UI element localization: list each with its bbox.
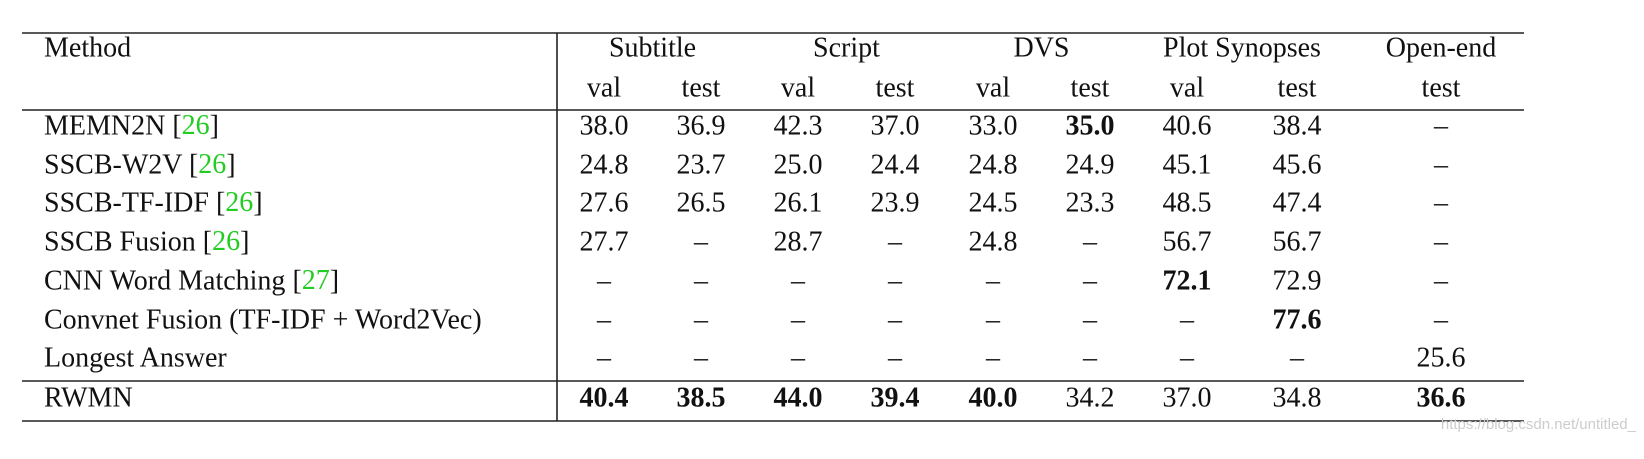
cell: – xyxy=(1082,342,1098,373)
cell: 38.0 xyxy=(580,110,629,141)
cell: – xyxy=(596,342,612,373)
method-name: SSCB Fusion [26] xyxy=(44,226,249,257)
cell: – xyxy=(693,342,709,373)
column-header: test xyxy=(1422,72,1461,103)
cell: – xyxy=(596,265,612,296)
cell: 72.9 xyxy=(1273,265,1322,296)
cell: 34.8 xyxy=(1273,382,1322,413)
cell: 42.3 xyxy=(774,110,823,141)
method-header: Method xyxy=(44,32,131,63)
cell: – xyxy=(1082,304,1098,335)
method-name: CNN Word Matching [27] xyxy=(44,265,339,296)
cell: 27.6 xyxy=(580,187,629,218)
cell: 36.6 xyxy=(1417,382,1466,413)
cell: 23.9 xyxy=(871,187,920,218)
cell: 23.7 xyxy=(677,149,726,180)
group-header: Script xyxy=(813,32,880,63)
cell: 24.9 xyxy=(1066,149,1115,180)
cell: 24.8 xyxy=(969,226,1018,257)
cell: 40.4 xyxy=(580,382,629,413)
cell: 38.5 xyxy=(677,382,726,413)
column-header: val xyxy=(781,72,815,103)
cell: 24.8 xyxy=(580,149,629,180)
cell: – xyxy=(1433,226,1449,257)
cell: – xyxy=(985,265,1001,296)
cell: – xyxy=(985,304,1001,335)
cell: 40.6 xyxy=(1163,110,1212,141)
cell: – xyxy=(693,304,709,335)
cell: 47.4 xyxy=(1273,187,1322,218)
cell: – xyxy=(1179,342,1195,373)
cell: – xyxy=(985,342,1001,373)
cell: – xyxy=(1179,304,1195,335)
cell: – xyxy=(1433,304,1449,335)
cell: – xyxy=(1289,342,1305,373)
group-header: DVS xyxy=(1013,32,1069,63)
cell: – xyxy=(887,342,903,373)
cell: 38.4 xyxy=(1273,110,1322,141)
cell: 45.6 xyxy=(1273,149,1322,180)
column-header: test xyxy=(682,72,721,103)
cell: 35.0 xyxy=(1066,110,1115,141)
cell: – xyxy=(596,304,612,335)
column-header: val xyxy=(976,72,1010,103)
cell: – xyxy=(1433,110,1449,141)
cell: 40.0 xyxy=(969,382,1018,413)
cell: 24.4 xyxy=(871,149,920,180)
column-header: test xyxy=(876,72,915,103)
column-header: test xyxy=(1071,72,1110,103)
cell: – xyxy=(790,304,806,335)
method-name: MEMN2N [26] xyxy=(44,110,219,141)
method-name: RWMN xyxy=(44,382,133,413)
cell: – xyxy=(887,226,903,257)
method-name: Longest Answer xyxy=(44,342,227,373)
cell: 45.1 xyxy=(1163,149,1212,180)
cell: 72.1 xyxy=(1163,265,1212,296)
cell: – xyxy=(693,265,709,296)
method-name: SSCB-TF-IDF [26] xyxy=(44,187,263,218)
cell: 37.0 xyxy=(871,110,920,141)
cell: – xyxy=(887,265,903,296)
cell: 48.5 xyxy=(1163,187,1212,218)
cell: 24.5 xyxy=(969,187,1018,218)
cell: 34.2 xyxy=(1066,382,1115,413)
cell: – xyxy=(1433,149,1449,180)
cell: 24.8 xyxy=(969,149,1018,180)
group-header: Open-end xyxy=(1386,32,1496,63)
method-name: SSCB-W2V [26] xyxy=(44,149,236,180)
cell: 33.0 xyxy=(969,110,1018,141)
method-name: Convnet Fusion (TF-IDF + Word2Vec) xyxy=(44,304,482,335)
column-header: val xyxy=(1170,72,1204,103)
cell: 56.7 xyxy=(1273,226,1322,257)
column-header: val xyxy=(587,72,621,103)
cell: 37.0 xyxy=(1163,382,1212,413)
cell: 25.6 xyxy=(1417,342,1466,373)
cell: 25.0 xyxy=(774,149,823,180)
cell: – xyxy=(887,304,903,335)
cell: 36.9 xyxy=(677,110,726,141)
cell: 26.5 xyxy=(677,187,726,218)
cell: – xyxy=(1082,226,1098,257)
cell: 28.7 xyxy=(774,226,823,257)
cell: – xyxy=(1433,265,1449,296)
cell: 44.0 xyxy=(774,382,823,413)
watermark: https://blog.csdn.net/untitled_ xyxy=(1441,416,1637,433)
cell: 39.4 xyxy=(871,382,920,413)
group-header: Subtitle xyxy=(609,32,696,63)
group-header: Plot Synopses xyxy=(1163,32,1321,63)
cell: – xyxy=(1433,187,1449,218)
cell: 56.7 xyxy=(1163,226,1212,257)
column-header: test xyxy=(1278,72,1317,103)
cell: – xyxy=(790,342,806,373)
cell: 23.3 xyxy=(1066,187,1115,218)
cell: 77.6 xyxy=(1273,304,1322,335)
cell: 27.7 xyxy=(580,226,629,257)
cell: – xyxy=(1082,265,1098,296)
cell: – xyxy=(790,265,806,296)
cell: 26.1 xyxy=(774,187,823,218)
cell: – xyxy=(693,226,709,257)
